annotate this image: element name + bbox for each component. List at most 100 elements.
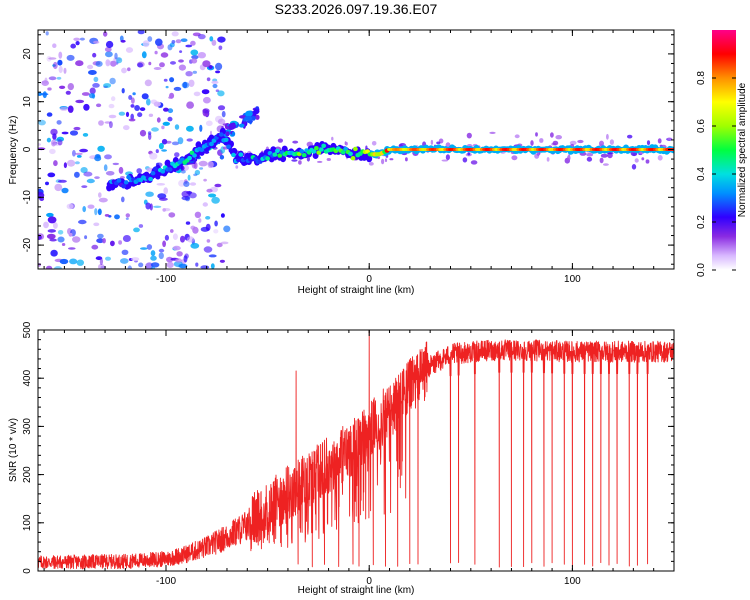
noise-blob [44, 77, 48, 84]
ridge-blob [150, 171, 156, 176]
noise-blob [161, 125, 165, 130]
noise-blob [646, 140, 651, 146]
noise-blob [89, 87, 96, 95]
noise-blob [104, 154, 112, 160]
noise-blob [166, 261, 174, 268]
noise-blob [599, 157, 604, 164]
noise-blob [59, 106, 68, 111]
noise-blob [137, 30, 145, 35]
y-tick-label: 200 [22, 466, 33, 483]
noise-blob [186, 101, 195, 109]
noise-blob [462, 157, 468, 163]
noise-blob [292, 140, 299, 144]
noise-blob [73, 37, 81, 41]
noise-blob [470, 160, 478, 165]
ridge-blob [153, 166, 158, 171]
noise-blob [114, 214, 120, 220]
noise-blob [511, 155, 518, 161]
noise-blob [216, 242, 223, 248]
noise-blob [220, 241, 229, 245]
ridge-blob [299, 149, 305, 154]
noise-blob [178, 64, 186, 71]
noise-blob [67, 159, 76, 167]
noise-blob [57, 179, 67, 183]
noise-blob [83, 103, 90, 111]
noise-blob [61, 187, 69, 194]
ridge-blob [238, 152, 244, 157]
noise-blob [145, 202, 151, 210]
x-tick-label: 0 [366, 274, 372, 285]
noise-blob [641, 157, 645, 161]
noise-blob [203, 246, 213, 253]
noise-blob [94, 176, 100, 180]
noise-blob [657, 138, 662, 144]
noise-blob [206, 188, 213, 193]
noise-blob [79, 148, 88, 153]
noise-blob [45, 181, 49, 186]
noise-blob [631, 164, 637, 170]
noise-blob [186, 125, 194, 132]
noise-blob [63, 67, 67, 74]
noise-blob [72, 150, 76, 157]
noise-blob [430, 139, 434, 145]
y-tick-label: 10 [22, 96, 33, 108]
noise-blob [154, 50, 158, 55]
noise-blob [94, 208, 98, 216]
noise-blob [171, 40, 176, 44]
noise-blob [68, 247, 76, 250]
noise-blob [197, 34, 206, 40]
noise-blob [125, 217, 129, 220]
noise-blob [39, 197, 45, 201]
noise-blob [52, 61, 58, 70]
noise-blob [171, 141, 180, 146]
ridge-blob [231, 152, 236, 158]
noise-blob [97, 233, 104, 239]
noise-blob [125, 213, 130, 218]
noise-blob [163, 107, 169, 112]
noise-blob [148, 61, 152, 66]
noise-blob [131, 257, 140, 262]
noise-blob [38, 143, 42, 146]
noise-blob [173, 86, 182, 91]
noise-blob [74, 171, 80, 178]
noise-blob [151, 127, 159, 132]
noise-blob [88, 70, 97, 75]
noise-blob [203, 113, 208, 117]
noise-blob [165, 85, 169, 89]
noise-blob [123, 125, 130, 131]
noise-blob [368, 162, 374, 166]
noise-blob [164, 234, 169, 241]
noise-blob [56, 76, 62, 80]
ridge-blob [318, 147, 324, 152]
noise-blob [134, 105, 141, 111]
noise-blob [121, 196, 125, 203]
noise-blob [208, 193, 217, 198]
noise-blob [331, 136, 334, 141]
noise-blob [298, 160, 302, 165]
noise-blob [586, 156, 593, 162]
noise-blob [108, 103, 115, 109]
noise-blob [667, 137, 673, 140]
noise-blob [202, 202, 208, 207]
noise-blob [109, 121, 113, 129]
ridge-blob [244, 115, 253, 121]
noise-blob [178, 59, 184, 63]
ridge-blob [223, 137, 229, 142]
noise-blob [177, 137, 184, 145]
noise-blob [38, 263, 42, 267]
noise-blob [175, 39, 182, 44]
noise-blob [76, 259, 85, 266]
noise-blob [102, 238, 106, 244]
noise-blob [59, 258, 69, 265]
noise-blob [97, 145, 105, 152]
noise-blob [203, 96, 211, 104]
colorbar-tick-label: 0.6 [696, 119, 707, 133]
noise-blob [208, 65, 213, 69]
ridge-blob [255, 114, 260, 120]
noise-blob [180, 38, 188, 42]
noise-blob [214, 183, 222, 188]
noise-blob [161, 138, 168, 145]
noise-blob [181, 190, 190, 198]
noise-blob [162, 121, 170, 126]
